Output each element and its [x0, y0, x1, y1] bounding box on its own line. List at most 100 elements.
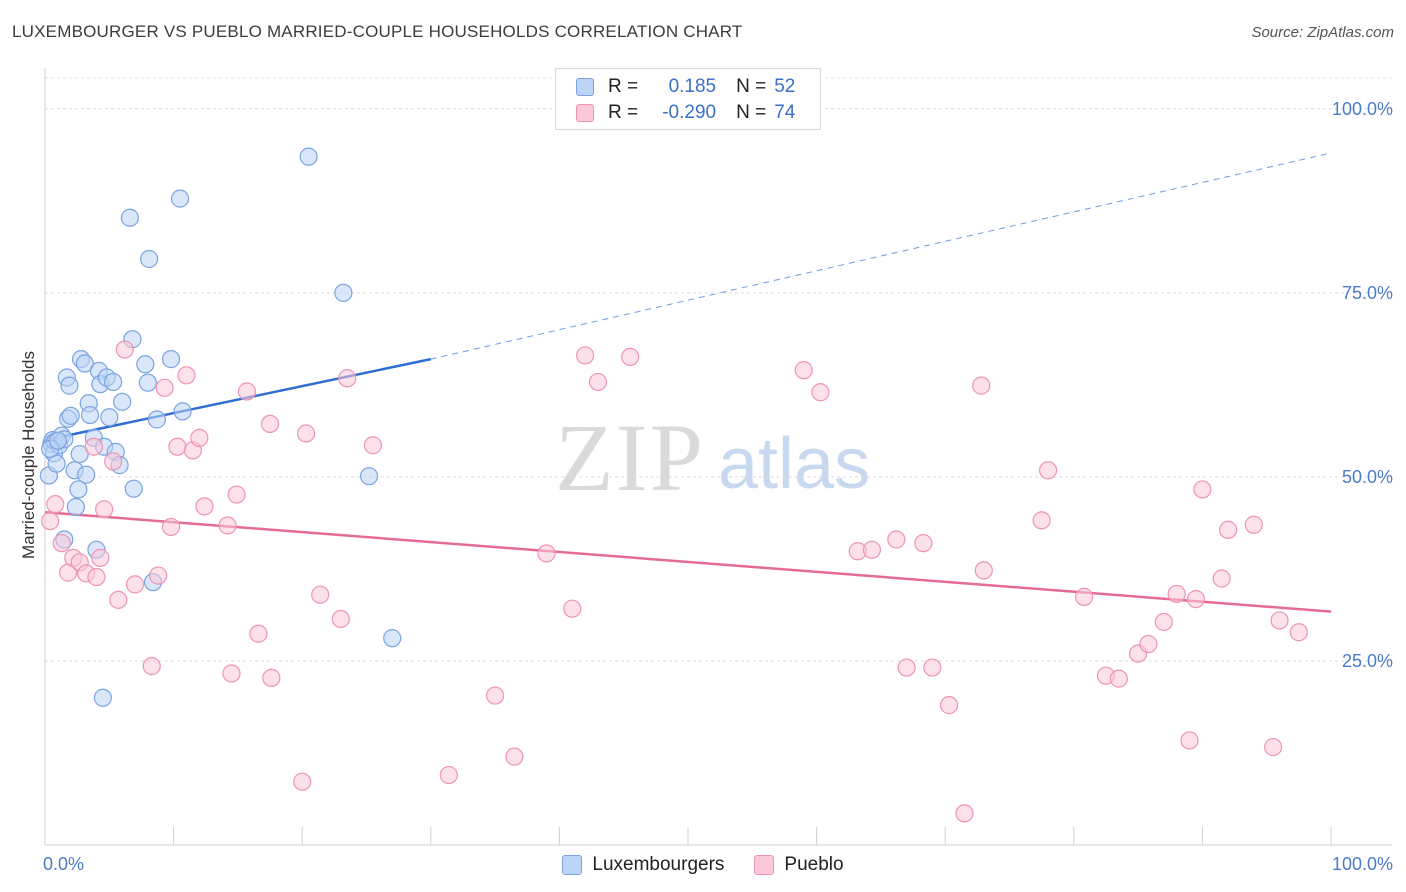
point-pueblo: [218, 516, 237, 535]
point-pueblo: [505, 747, 524, 766]
point-luxembourgers: [70, 444, 89, 464]
legend-r-value: -0.290: [662, 102, 717, 123]
tick-labels: 25.0% 50.0% 75.0% 100.0% 0.0% 100.0%: [43, 99, 1393, 874]
axes: [44, 68, 1392, 846]
legend-swatch-blue: [576, 78, 594, 96]
point-luxembourgers: [66, 497, 85, 517]
point-luxembourgers: [383, 629, 402, 648]
point-luxembourgers: [359, 467, 379, 486]
point-pueblo: [537, 544, 556, 563]
legend-label-luxembourgers: Luxembourgers: [592, 854, 725, 875]
legend-row-luxembourgers: R = 0.185 N = 52: [576, 75, 795, 99]
point-pueblo: [84, 437, 103, 456]
point-luxembourgers: [147, 410, 166, 429]
point-pueblo: [177, 366, 196, 385]
point-pueblo: [1219, 520, 1238, 540]
point-pueblo: [897, 658, 916, 677]
x-tick-label: 0.0%: [43, 854, 84, 874]
y-tick-label: 100.0%: [1332, 99, 1393, 119]
point-luxembourgers: [75, 354, 94, 373]
point-pueblo: [1270, 611, 1289, 630]
point-luxembourgers: [93, 688, 112, 707]
point-luxembourgers: [120, 208, 139, 227]
point-luxembourgers: [299, 147, 318, 166]
legend-r-label: R =: [608, 102, 639, 123]
legend-swatch-pueblo: [754, 855, 775, 875]
trend-luxembourgers-extension: [430, 152, 1332, 360]
point-pueblo: [1180, 731, 1199, 750]
point-pueblo: [862, 540, 881, 559]
point-pueblo: [1154, 612, 1173, 632]
point-luxembourgers: [140, 249, 159, 269]
watermark-atlas: atlas: [718, 424, 870, 504]
point-pueblo: [811, 383, 830, 402]
point-pueblo: [1186, 590, 1206, 609]
legend-r-value: 0.185: [668, 76, 717, 97]
point-pueblo: [142, 657, 161, 676]
point-pueblo: [115, 340, 134, 359]
data-points: [39, 147, 1308, 823]
legend-item-pueblo[interactable]: Pueblo: [754, 854, 844, 876]
y-tick-label: 75.0%: [1342, 283, 1393, 303]
point-pueblo: [914, 534, 933, 553]
point-pueblo: [1244, 515, 1263, 534]
point-pueblo: [195, 497, 214, 516]
point-pueblo: [1139, 634, 1158, 654]
point-pueblo: [1074, 587, 1094, 607]
point-pueblo: [161, 517, 181, 537]
x-tick-label: 100.0%: [1332, 854, 1393, 874]
point-pueblo: [91, 548, 110, 567]
point-pueblo: [939, 696, 959, 715]
point-pueblo: [887, 530, 906, 549]
point-luxembourgers: [104, 372, 123, 392]
grid: [45, 77, 1392, 662]
point-luxembourgers: [80, 405, 100, 425]
point-pueblo: [311, 585, 330, 604]
point-pueblo: [972, 376, 991, 395]
point-pueblo: [155, 378, 174, 397]
point-luxembourgers: [170, 189, 190, 208]
point-pueblo: [168, 437, 187, 456]
point-luxembourgers: [60, 376, 79, 395]
legend-n-value: 74: [774, 102, 796, 123]
chart-title: LUXEMBOURGER VS PUEBLO MARRIED-COUPLE HO…: [12, 22, 743, 41]
point-pueblo: [363, 436, 383, 455]
point-pueblo: [104, 452, 123, 471]
point-pueblo: [621, 347, 640, 367]
point-luxembourgers: [69, 480, 88, 499]
point-pueblo: [955, 804, 974, 823]
y-axis-label: Married-couple Households: [19, 351, 38, 559]
watermark: ZIP atlas: [555, 404, 870, 511]
point-luxembourgers: [334, 283, 353, 302]
point-pueblo: [1032, 511, 1051, 530]
point-pueblo: [923, 658, 942, 677]
legend-label-pueblo: Pueblo: [784, 854, 844, 875]
trend-luxembourgers: [44, 357, 432, 442]
point-pueblo: [262, 668, 281, 687]
legend-item-luxembourgers[interactable]: Luxembourgers: [562, 854, 724, 876]
point-pueblo: [486, 686, 505, 705]
point-luxembourgers: [48, 431, 67, 450]
point-pueblo: [588, 372, 608, 392]
source-label: Source: ZipAtlas.com: [1251, 24, 1394, 41]
point-pueblo: [190, 428, 209, 447]
point-pueblo: [974, 561, 993, 580]
point-pueblo: [563, 599, 582, 618]
point-pueblo: [331, 609, 350, 629]
point-pueblo: [1038, 461, 1058, 480]
point-pueblo: [1289, 623, 1308, 642]
legend-row-pueblo: R = -0.290 N = 74: [576, 101, 795, 125]
legend-swatch-luxembourgers: [562, 855, 583, 875]
point-luxembourgers: [113, 392, 132, 411]
trend-lines: [44, 152, 1332, 613]
point-pueblo: [222, 664, 241, 683]
y-tick-label: 25.0%: [1342, 651, 1393, 671]
trend-pueblo: [44, 510, 1332, 613]
point-pueblo: [1264, 737, 1283, 757]
legend-swatch-pink: [576, 104, 594, 122]
point-luxembourgers: [136, 355, 155, 374]
legend-n-label: N =: [736, 76, 767, 97]
point-pueblo: [1167, 584, 1186, 604]
point-pueblo: [249, 624, 268, 643]
point-pueblo: [293, 772, 312, 791]
